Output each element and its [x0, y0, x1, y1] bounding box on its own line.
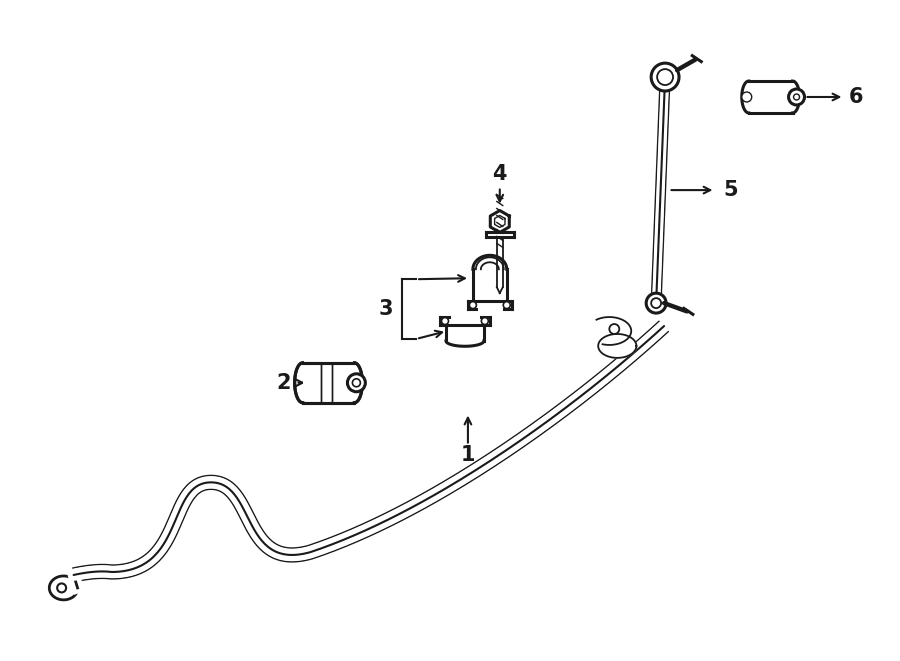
Circle shape — [652, 63, 679, 91]
Circle shape — [788, 89, 805, 105]
Circle shape — [646, 293, 666, 313]
Text: 6: 6 — [849, 87, 863, 107]
Circle shape — [442, 317, 448, 325]
Circle shape — [609, 324, 619, 334]
Circle shape — [652, 298, 662, 308]
Polygon shape — [491, 210, 509, 233]
Circle shape — [347, 374, 365, 392]
Polygon shape — [749, 81, 793, 113]
Circle shape — [742, 92, 751, 102]
Circle shape — [482, 317, 489, 325]
Text: 4: 4 — [492, 164, 507, 184]
Circle shape — [794, 94, 799, 100]
FancyBboxPatch shape — [302, 364, 355, 402]
Polygon shape — [598, 334, 636, 358]
Text: 3: 3 — [379, 299, 393, 319]
Text: 5: 5 — [723, 180, 738, 200]
Circle shape — [353, 379, 360, 387]
Text: 2: 2 — [276, 373, 291, 393]
Circle shape — [58, 584, 65, 592]
Circle shape — [503, 301, 510, 309]
Circle shape — [470, 301, 476, 309]
Text: 1: 1 — [461, 446, 475, 465]
Polygon shape — [597, 317, 631, 345]
Circle shape — [657, 69, 673, 85]
